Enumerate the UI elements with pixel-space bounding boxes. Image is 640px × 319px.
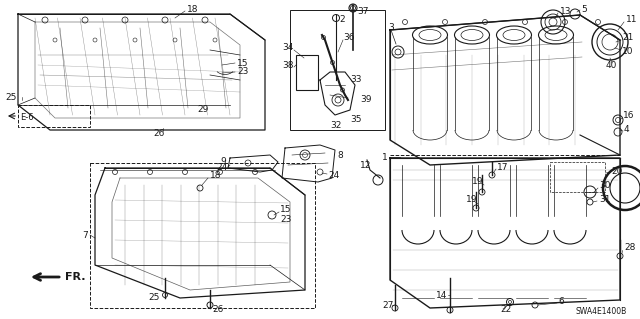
Text: 38: 38 xyxy=(282,61,294,70)
Bar xyxy=(290,10,385,130)
Text: 25: 25 xyxy=(148,293,159,302)
Text: 34: 34 xyxy=(282,43,293,53)
Text: 39: 39 xyxy=(360,95,371,105)
Text: 17: 17 xyxy=(497,164,509,173)
Text: 23: 23 xyxy=(237,68,248,77)
Text: 26: 26 xyxy=(153,129,164,137)
Bar xyxy=(90,163,315,308)
Text: 5: 5 xyxy=(581,4,587,13)
Text: 10: 10 xyxy=(622,48,634,56)
Bar xyxy=(296,55,318,90)
Text: 22: 22 xyxy=(500,306,511,315)
Text: 19: 19 xyxy=(466,196,477,204)
Text: 28: 28 xyxy=(624,243,636,253)
Text: 31: 31 xyxy=(599,196,611,204)
Text: 24: 24 xyxy=(216,164,227,173)
Text: E-6: E-6 xyxy=(20,114,34,122)
Bar xyxy=(18,105,90,127)
Text: 14: 14 xyxy=(436,291,447,300)
Text: 20: 20 xyxy=(611,167,622,176)
Text: 27: 27 xyxy=(382,300,394,309)
Text: 32: 32 xyxy=(330,121,341,130)
Text: 18: 18 xyxy=(210,172,221,181)
Text: 1: 1 xyxy=(382,153,388,162)
Bar xyxy=(550,162,605,192)
Text: 26: 26 xyxy=(212,306,223,315)
Text: SWA4E1400B: SWA4E1400B xyxy=(575,308,627,316)
Text: 37: 37 xyxy=(357,8,369,17)
Text: 13: 13 xyxy=(560,8,572,17)
Text: 12: 12 xyxy=(360,160,371,169)
Text: 23: 23 xyxy=(280,216,291,225)
Text: 2: 2 xyxy=(339,16,344,25)
Text: FR.: FR. xyxy=(65,272,86,282)
Text: 8: 8 xyxy=(337,151,343,160)
Text: 15: 15 xyxy=(237,58,248,68)
Text: 11: 11 xyxy=(626,16,637,25)
Text: 15: 15 xyxy=(280,205,291,214)
Text: 7: 7 xyxy=(82,231,88,240)
Text: 21: 21 xyxy=(622,33,634,42)
Text: 33: 33 xyxy=(350,76,362,85)
Text: 36: 36 xyxy=(343,33,355,42)
Text: 9: 9 xyxy=(220,158,226,167)
Text: 18: 18 xyxy=(187,5,198,14)
Text: 30: 30 xyxy=(599,182,611,190)
Text: 6: 6 xyxy=(558,298,564,307)
Text: 3: 3 xyxy=(388,24,394,33)
Text: 40: 40 xyxy=(606,61,618,70)
Text: 29: 29 xyxy=(197,106,209,115)
Text: 4: 4 xyxy=(624,125,630,135)
Text: 16: 16 xyxy=(623,110,634,120)
Text: 25: 25 xyxy=(5,93,17,102)
Text: 19: 19 xyxy=(472,177,483,187)
Text: 35: 35 xyxy=(350,115,362,124)
Text: 24: 24 xyxy=(328,170,339,180)
